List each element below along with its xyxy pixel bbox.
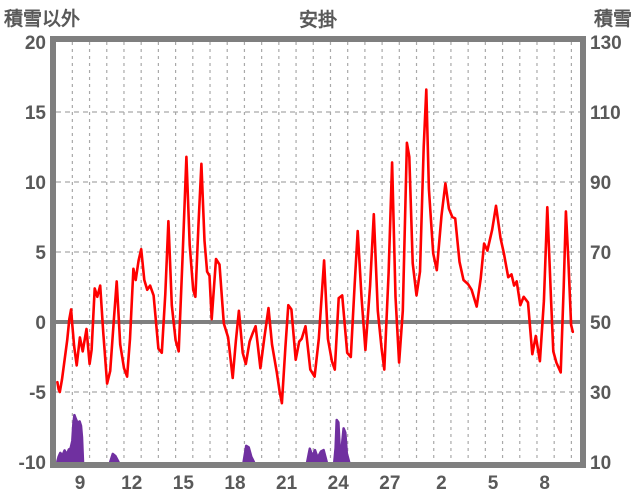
y-right-tick-label: 90 bbox=[590, 173, 611, 194]
y-right-tick-label: 30 bbox=[590, 383, 611, 404]
y-right-tick-label: 130 bbox=[590, 33, 622, 54]
snow-depth-area bbox=[242, 444, 256, 462]
x-axis-tick-label: 18 bbox=[224, 473, 245, 494]
y-left-tick-label: -10 bbox=[19, 453, 46, 474]
x-axis-tick-label: 9 bbox=[75, 473, 86, 494]
chart-title: 安掛 bbox=[298, 10, 337, 31]
snow-depth-area bbox=[333, 418, 351, 462]
y-right-tick-label: 110 bbox=[590, 103, 621, 124]
y-left-tick-label: 5 bbox=[35, 243, 46, 264]
x-axis-tick-label: 12 bbox=[121, 473, 142, 494]
temperature-line bbox=[56, 88, 575, 405]
right-axis-title: 積雪 bbox=[593, 9, 632, 30]
y-left-tick-label: 20 bbox=[25, 33, 46, 54]
plot-frame bbox=[50, 36, 586, 468]
x-axis-tick-label: 5 bbox=[488, 473, 499, 494]
y-left-tick-label: 15 bbox=[25, 103, 47, 124]
x-axis-tick-label: 27 bbox=[379, 473, 400, 494]
left-axis-title: 積雪以外 bbox=[4, 9, 81, 30]
y-right-tick-label: 50 bbox=[590, 313, 611, 334]
snow-depth-area bbox=[108, 452, 120, 462]
snow-depth-area bbox=[305, 447, 328, 462]
y-left-tick-label: 0 bbox=[35, 313, 46, 334]
x-axis-tick-label: 2 bbox=[436, 473, 447, 494]
y-right-tick-label: 70 bbox=[590, 243, 611, 264]
snow-depth-area bbox=[56, 413, 85, 462]
x-axis-tick-label: 21 bbox=[276, 473, 298, 494]
y-left-tick-label: 10 bbox=[25, 173, 46, 194]
y-right-tick-label: 10 bbox=[590, 453, 611, 474]
x-axis-tick-label: 15 bbox=[173, 473, 195, 494]
x-axis-tick-label: 8 bbox=[539, 473, 550, 494]
x-axis-tick-label: 24 bbox=[328, 473, 350, 494]
y-left-tick-label: -5 bbox=[29, 383, 46, 404]
